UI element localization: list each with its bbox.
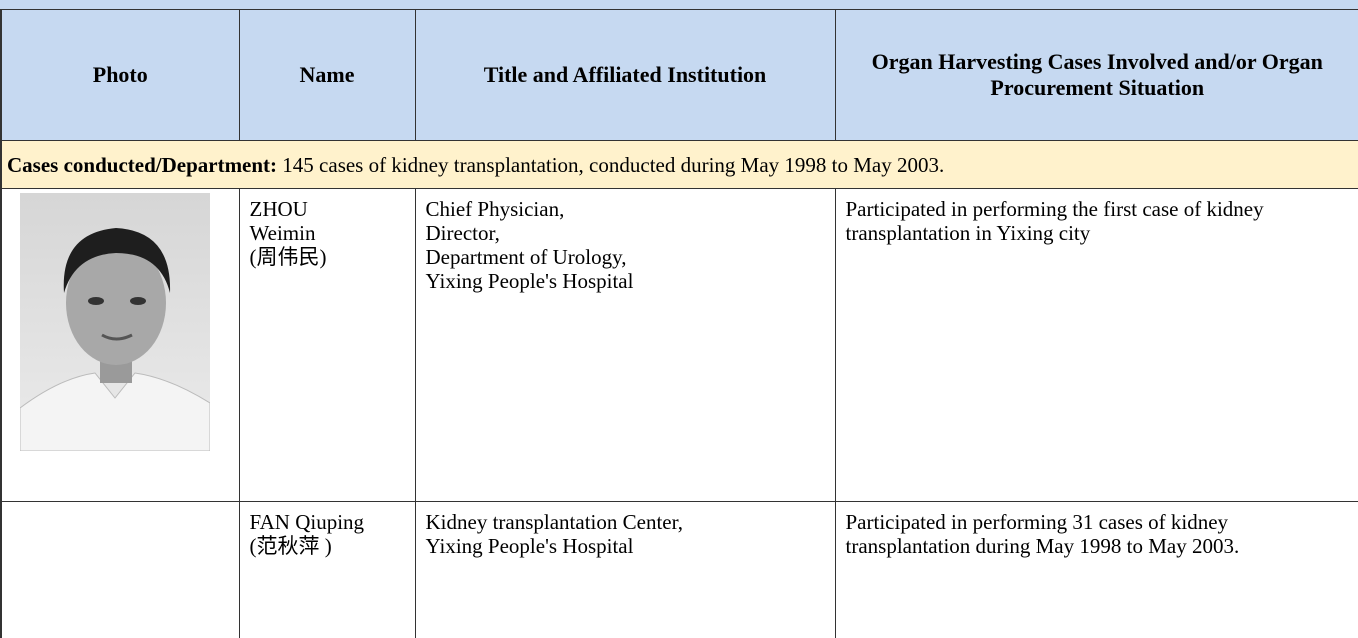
column-header: Title and Affiliated Institution (415, 10, 835, 141)
title-cell: Chief Physician, Director, Department of… (415, 189, 835, 502)
photo-cell (1, 502, 239, 638)
row: ZHOU Weimin (周伟民) Chief Physician, Direc… (1, 189, 1358, 502)
top-strip (0, 0, 1358, 10)
photo-cell (1, 189, 239, 502)
photo (20, 193, 210, 451)
cases-cell: Participated in performing 31 cases of k… (835, 502, 1358, 638)
name-line: FAN Qiuping (250, 510, 405, 534)
page: Photo Name Title and Affiliated Institut… (0, 0, 1358, 608)
name-line: (范秋萍 ) (250, 534, 405, 558)
title-line: Chief Physician, (426, 197, 825, 221)
header-row: Photo Name Title and Affiliated Institut… (1, 10, 1358, 141)
section-cell: Cases conducted/Department: 145 cases of… (1, 141, 1358, 189)
column-header: Organ Harvesting Cases Involved and/or O… (835, 10, 1358, 141)
name-line: Weimin (250, 221, 405, 245)
section-label: Cases conducted/Department: (7, 153, 277, 177)
section-text: 145 cases of kidney transplantation, con… (282, 153, 944, 177)
name-line: ZHOU (250, 197, 405, 221)
title-line: Department of Urology, (426, 245, 825, 269)
cases-cell: Participated in performing the first cas… (835, 189, 1358, 502)
title-line: Yixing People's Hospital (426, 269, 825, 293)
name-line: (周伟民) (250, 245, 405, 269)
title-cell: Kidney transplantation Center, Yixing Pe… (415, 502, 835, 638)
name-cell: FAN Qiuping (范秋萍 ) (239, 502, 415, 638)
officials-table: Photo Name Title and Affiliated Institut… (0, 10, 1358, 638)
title-line: Yixing People's Hospital (426, 534, 825, 558)
section-row: Cases conducted/Department: 145 cases of… (1, 141, 1358, 189)
column-header: Name (239, 10, 415, 141)
row: FAN Qiuping (范秋萍 ) Kidney transplantatio… (1, 502, 1358, 638)
title-line: Director, (426, 221, 825, 245)
name-cell: ZHOU Weimin (周伟民) (239, 189, 415, 502)
column-header: Photo (1, 10, 239, 141)
title-line: Kidney transplantation Center, (426, 510, 825, 534)
